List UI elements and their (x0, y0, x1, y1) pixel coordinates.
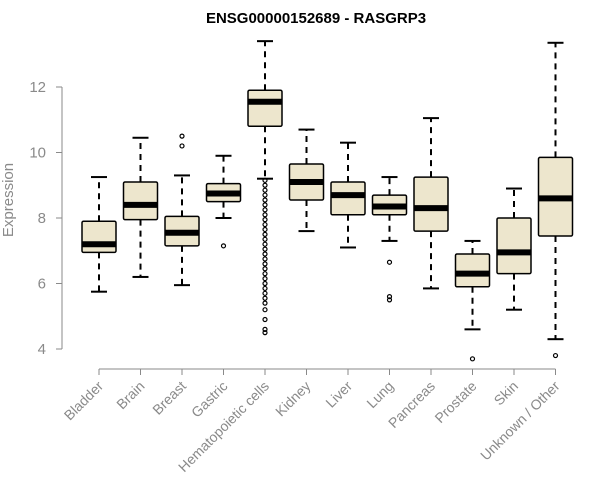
outlier-point (179, 143, 185, 149)
outlier-point (262, 326, 268, 332)
outlier-point (262, 280, 268, 287)
x-tick-label: Liver (322, 378, 355, 411)
x-tick-label: Skin (491, 378, 522, 409)
outlier-point (386, 259, 393, 265)
outlier-point (262, 295, 268, 301)
outlier-point (262, 266, 268, 272)
x-tick-label: Brain (113, 378, 147, 412)
outlier-point (262, 221, 268, 228)
outlier-point (262, 226, 268, 233)
outlier-point (262, 330, 268, 336)
box (122, 181, 159, 221)
outlier-point (262, 177, 268, 183)
x-tick-label: Breast (149, 378, 189, 418)
outlier-point (220, 243, 227, 249)
outlier-point (262, 187, 268, 193)
outlier-point (262, 290, 268, 296)
outlier-point (262, 251, 268, 257)
x-tick-label: Kidney (272, 378, 314, 420)
chart-title: ENSG00000152689 - RASGRP3 (206, 10, 426, 27)
outlier-point (262, 256, 268, 262)
outlier-point (262, 197, 268, 203)
outlier-point (262, 271, 268, 277)
y-tick-label: 6 (38, 276, 46, 293)
outlier-point (262, 316, 268, 323)
outlier-point (262, 261, 268, 267)
outlier-point (262, 231, 268, 237)
outlier-point (386, 297, 393, 303)
outlier-point (262, 192, 268, 198)
outlier-point (262, 285, 268, 292)
x-tick-label: Bladder (61, 378, 107, 424)
outlier-point (262, 300, 268, 306)
outlier-point (552, 352, 559, 359)
outlier-point (262, 182, 268, 188)
outlier-point (179, 133, 185, 139)
y-tick-label: 10 (29, 145, 46, 162)
box (247, 89, 283, 128)
box (496, 217, 532, 275)
y-axis-label: Expression (0, 163, 17, 237)
outlier-point (262, 207, 268, 213)
box (81, 220, 117, 254)
x-tick-label: Unknown / Other (477, 378, 563, 464)
box (454, 253, 491, 288)
outlier-point (262, 217, 268, 223)
x-tick-label: Prostate (431, 378, 479, 426)
outlier-point (262, 246, 268, 252)
y-tick-label: 4 (38, 341, 46, 358)
box (330, 181, 366, 216)
outlier-point (262, 202, 268, 208)
y-tick-label: 8 (38, 210, 46, 227)
outlier-point (262, 236, 268, 242)
outlier-point (262, 275, 268, 282)
x-tick-label: Lung (363, 378, 396, 411)
box (413, 176, 449, 232)
outlier-point (469, 356, 476, 362)
outlier-point (386, 294, 393, 300)
y-tick-label: 12 (29, 79, 46, 96)
outlier-point (262, 241, 268, 247)
outlier-point (262, 212, 268, 218)
outlier-point (262, 307, 268, 313)
